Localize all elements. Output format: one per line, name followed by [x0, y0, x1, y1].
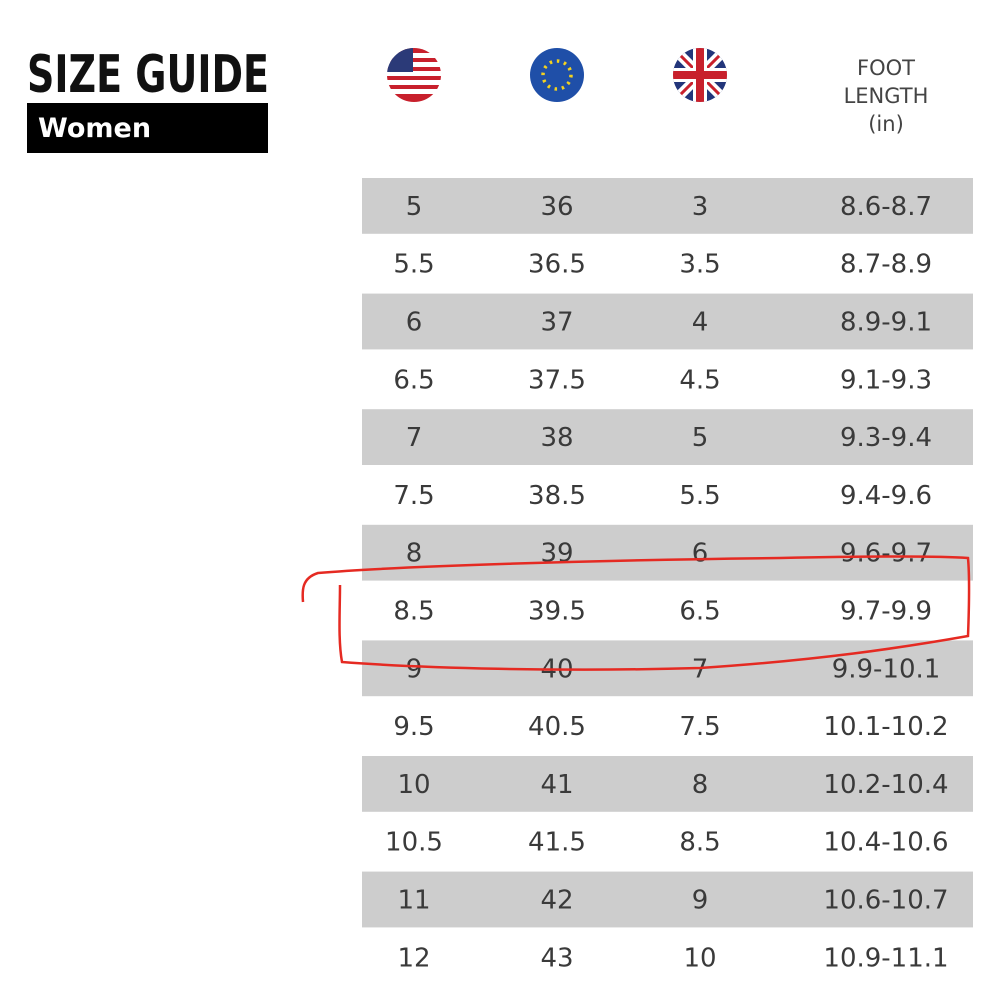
subtitle: Women	[38, 113, 151, 144]
uk-flag	[673, 48, 727, 102]
row-shade	[362, 293, 973, 350]
cell: 41	[540, 770, 573, 800]
cell: 9	[406, 654, 423, 684]
cell: 10.1-10.2	[823, 712, 948, 742]
cell: 8.6-8.7	[840, 192, 932, 222]
cell: 11	[397, 886, 430, 916]
us-flag	[387, 48, 441, 102]
cell: 9.7-9.9	[840, 597, 932, 627]
cell: 42	[540, 886, 573, 916]
cell: 39	[540, 539, 573, 569]
cell: 9.5	[393, 712, 434, 742]
column-header: (in)	[868, 112, 904, 136]
cell: 9.6-9.7	[840, 539, 932, 569]
cell: 6.5	[393, 365, 434, 395]
cell: 36	[540, 192, 573, 222]
cell: 7	[692, 654, 709, 684]
cell: 10.2-10.4	[823, 770, 948, 800]
cell: 8.9-9.1	[840, 308, 932, 338]
cell: 4.5	[679, 365, 720, 395]
cell: 40.5	[528, 712, 586, 742]
cell: 38	[540, 423, 573, 453]
cell: 10.4-10.6	[823, 828, 948, 858]
eu-flag	[530, 48, 584, 102]
cell: 5.5	[393, 250, 434, 280]
cell: 10	[683, 943, 716, 973]
cell: 9.3-9.4	[840, 423, 932, 453]
column-header: LENGTH	[844, 84, 929, 108]
row-shade	[362, 756, 973, 812]
cell: 8	[406, 539, 423, 569]
row-shade	[362, 524, 973, 581]
cell: 10.5	[385, 828, 443, 858]
cell: 5	[406, 192, 423, 222]
cell: 7.5	[393, 481, 434, 511]
cell: 10.9-11.1	[823, 943, 948, 973]
cell: 10	[397, 770, 430, 800]
cell: 41.5	[528, 828, 586, 858]
cell: 10.6-10.7	[823, 886, 948, 916]
cell: 9.4-9.6	[840, 481, 932, 511]
cell: 9	[692, 886, 709, 916]
row-shade	[362, 178, 973, 234]
cell: 37	[540, 308, 573, 338]
cell: 8.5	[679, 828, 720, 858]
row-shade	[362, 409, 973, 465]
cell: 5.5	[679, 481, 720, 511]
title: SIZE GUIDE	[27, 45, 269, 105]
table: 5 36 3 8.6-8.7 5.5 36.5 3.5 8.7-8.9 6 37 4 8.9-9.1 6…	[362, 178, 973, 973]
cell: 38.5	[528, 481, 586, 511]
cell: 7	[406, 423, 423, 453]
cell: 9.1-9.3	[840, 365, 932, 395]
cell: 43	[540, 943, 573, 973]
cell: 3.5	[679, 250, 720, 280]
cell: 7.5	[679, 712, 720, 742]
subtitle-box	[27, 103, 268, 153]
column-header: FOOT	[857, 56, 915, 80]
cell: 5	[692, 423, 709, 453]
cell: 8.7-8.9	[840, 250, 932, 280]
cell: 6.5	[679, 597, 720, 627]
cell: 8	[692, 770, 709, 800]
highlight-annotation	[301, 555, 971, 671]
row-shade	[362, 871, 973, 928]
cell: 8.5	[393, 597, 434, 627]
cell: 39.5	[528, 597, 586, 627]
cell: 12	[397, 943, 430, 973]
cell: 6	[692, 539, 709, 569]
cell: 37.5	[528, 365, 586, 395]
cell: 3	[692, 192, 709, 222]
cell: 6	[406, 308, 423, 338]
cell: 4	[692, 308, 709, 338]
cell: 36.5	[528, 250, 586, 280]
cell: 9.9-10.1	[832, 654, 941, 684]
